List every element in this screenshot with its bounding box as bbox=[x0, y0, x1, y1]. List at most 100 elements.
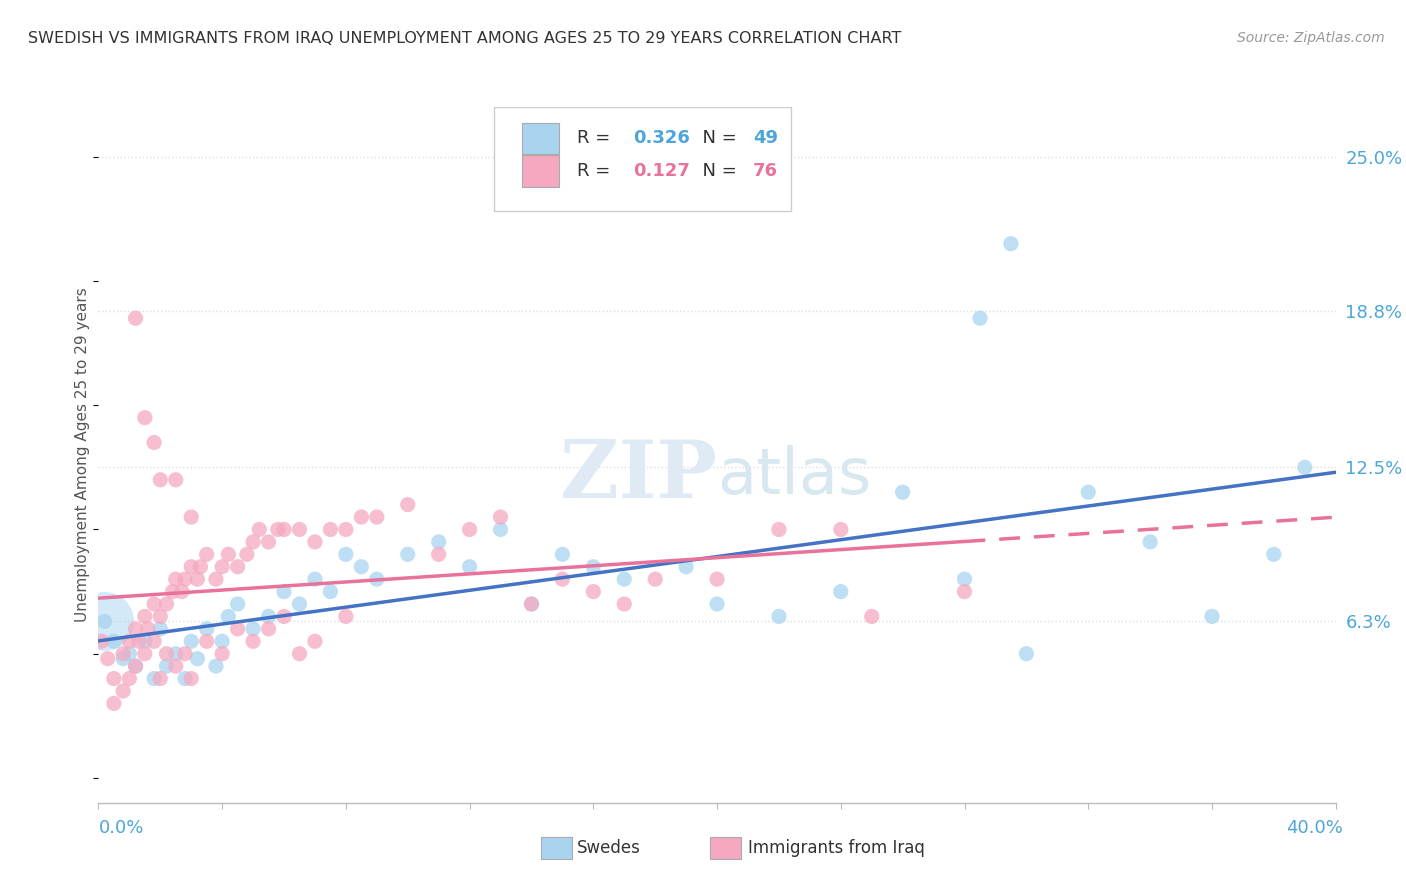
Point bbox=[582, 584, 605, 599]
Point bbox=[134, 410, 156, 425]
Point bbox=[162, 584, 184, 599]
Point bbox=[768, 609, 790, 624]
Bar bbox=[522, 123, 558, 154]
Point bbox=[335, 547, 357, 561]
Point bbox=[350, 559, 373, 574]
Text: 0.127: 0.127 bbox=[633, 162, 690, 180]
Point bbox=[143, 672, 166, 686]
Point bbox=[226, 559, 249, 574]
Point bbox=[288, 647, 311, 661]
Point bbox=[1015, 647, 1038, 661]
Point bbox=[1201, 609, 1223, 624]
Point bbox=[236, 547, 259, 561]
Point bbox=[489, 523, 512, 537]
Point bbox=[103, 697, 125, 711]
Point bbox=[520, 597, 543, 611]
Point bbox=[118, 634, 141, 648]
Point bbox=[112, 647, 135, 661]
Point bbox=[350, 510, 373, 524]
Point bbox=[155, 647, 177, 661]
Point bbox=[186, 572, 208, 586]
Point bbox=[335, 523, 357, 537]
Point bbox=[118, 672, 141, 686]
Text: R =: R = bbox=[578, 162, 616, 180]
Point bbox=[174, 672, 197, 686]
Point bbox=[582, 559, 605, 574]
Point bbox=[830, 523, 852, 537]
Point bbox=[103, 672, 125, 686]
Point bbox=[217, 547, 239, 561]
Point bbox=[165, 659, 187, 673]
Y-axis label: Unemployment Among Ages 25 to 29 years: Unemployment Among Ages 25 to 29 years bbox=[75, 287, 90, 623]
Point bbox=[706, 572, 728, 586]
Point bbox=[226, 597, 249, 611]
Point bbox=[458, 559, 481, 574]
Point bbox=[134, 647, 156, 661]
Point bbox=[1263, 547, 1285, 561]
Point bbox=[768, 523, 790, 537]
Point bbox=[489, 510, 512, 524]
Text: 40.0%: 40.0% bbox=[1286, 819, 1343, 837]
Point bbox=[891, 485, 914, 500]
Point bbox=[969, 311, 991, 326]
Point bbox=[396, 498, 419, 512]
Point bbox=[149, 672, 172, 686]
Point bbox=[257, 609, 280, 624]
Point bbox=[226, 622, 249, 636]
Point bbox=[211, 647, 233, 661]
Point bbox=[195, 547, 218, 561]
Point bbox=[304, 572, 326, 586]
Point bbox=[267, 523, 290, 537]
Text: N =: N = bbox=[692, 129, 742, 147]
Point bbox=[134, 609, 156, 624]
Point bbox=[257, 622, 280, 636]
FancyBboxPatch shape bbox=[495, 107, 792, 211]
Point bbox=[90, 634, 112, 648]
Point bbox=[93, 615, 115, 629]
Point bbox=[613, 572, 636, 586]
Point bbox=[165, 647, 187, 661]
Point bbox=[149, 609, 172, 624]
Point bbox=[205, 659, 228, 673]
Point bbox=[257, 534, 280, 549]
Point bbox=[165, 572, 187, 586]
Point bbox=[97, 651, 120, 665]
Point bbox=[134, 634, 156, 648]
Point bbox=[319, 584, 342, 599]
Point bbox=[149, 473, 172, 487]
Point bbox=[273, 609, 295, 624]
Point bbox=[644, 572, 666, 586]
Point bbox=[211, 559, 233, 574]
Point bbox=[242, 534, 264, 549]
Point bbox=[180, 634, 202, 648]
Text: Immigrants from Iraq: Immigrants from Iraq bbox=[748, 839, 925, 857]
Point bbox=[273, 523, 295, 537]
Point bbox=[1294, 460, 1316, 475]
Point bbox=[366, 510, 388, 524]
Point bbox=[427, 534, 450, 549]
Point bbox=[143, 435, 166, 450]
Point bbox=[953, 584, 976, 599]
Point bbox=[118, 647, 141, 661]
Text: Swedes: Swedes bbox=[576, 839, 640, 857]
Text: 49: 49 bbox=[754, 129, 778, 147]
Point bbox=[1077, 485, 1099, 500]
Point bbox=[396, 547, 419, 561]
Point bbox=[242, 622, 264, 636]
Point bbox=[190, 559, 212, 574]
Point bbox=[613, 597, 636, 611]
Point bbox=[366, 572, 388, 586]
Point bbox=[247, 523, 270, 537]
Text: N =: N = bbox=[692, 162, 742, 180]
Point bbox=[551, 547, 574, 561]
Text: atlas: atlas bbox=[717, 445, 872, 507]
Point bbox=[319, 523, 342, 537]
Point bbox=[124, 659, 146, 673]
Point bbox=[830, 584, 852, 599]
Point bbox=[180, 559, 202, 574]
Point bbox=[143, 597, 166, 611]
Text: 0.326: 0.326 bbox=[633, 129, 690, 147]
Point bbox=[180, 672, 202, 686]
Point bbox=[143, 634, 166, 648]
Point bbox=[211, 634, 233, 648]
